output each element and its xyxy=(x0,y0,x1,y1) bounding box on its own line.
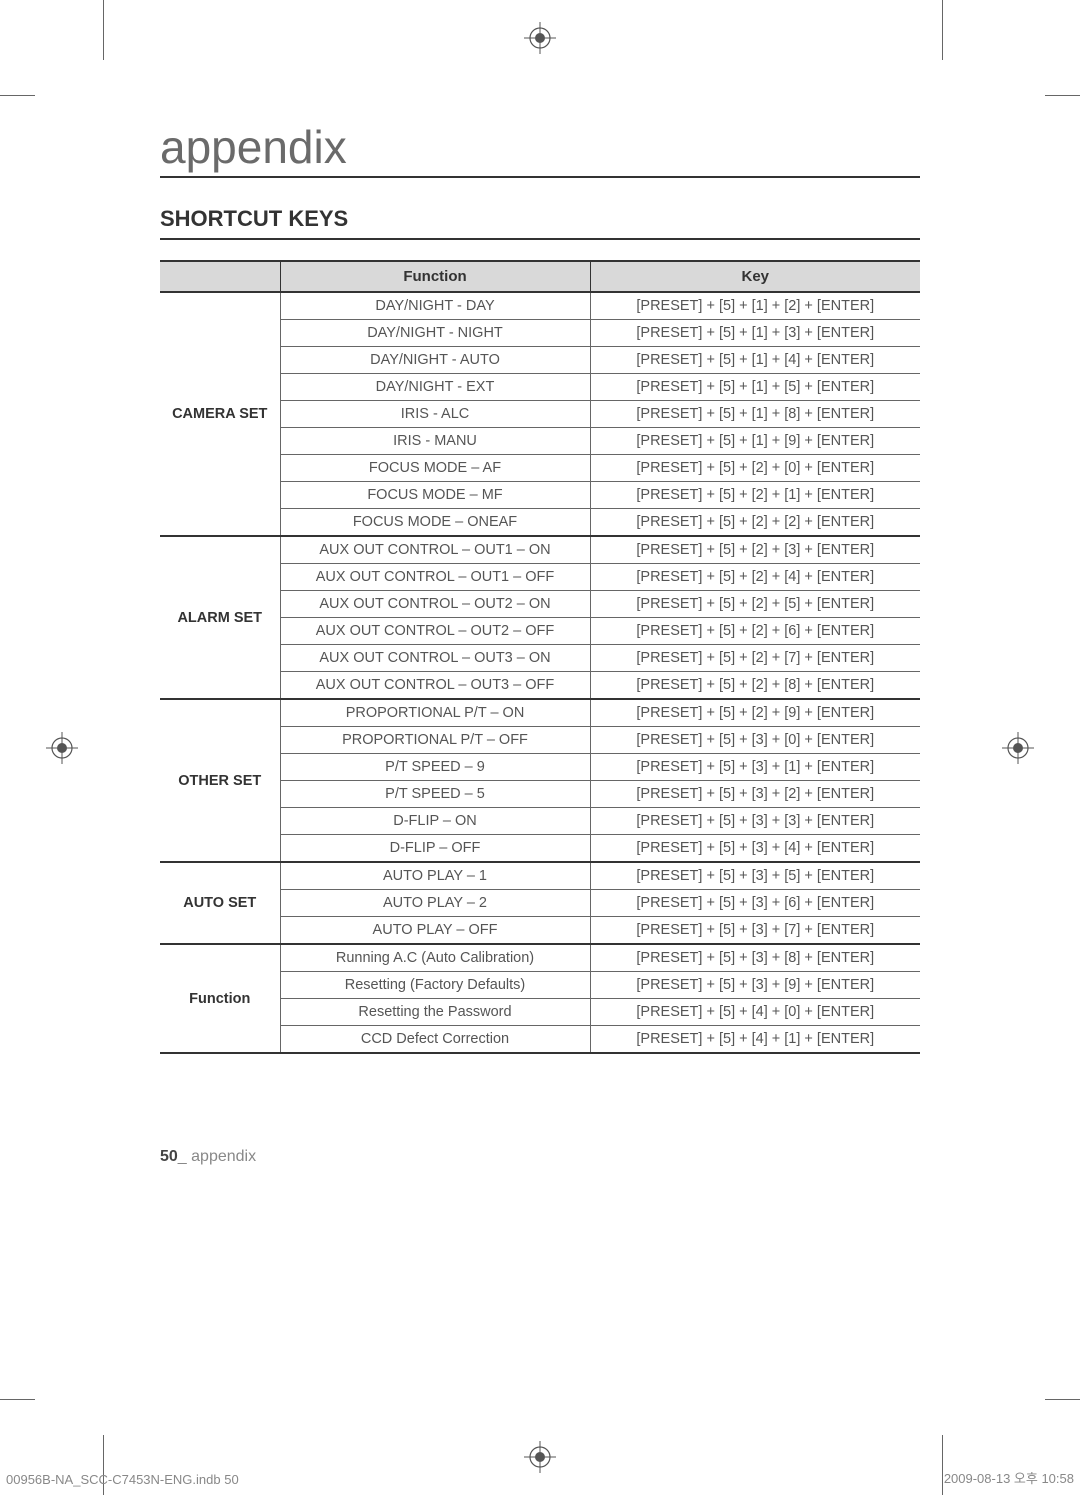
table-category-cell: Function xyxy=(160,944,280,1053)
table-function-cell: AUTO PLAY – 2 xyxy=(280,890,590,917)
crop-mark xyxy=(0,1399,35,1400)
table-key-cell: [PRESET] + [5] + [2] + [2] + [ENTER] xyxy=(590,509,920,537)
table-key-cell: [PRESET] + [5] + [3] + [3] + [ENTER] xyxy=(590,808,920,835)
table-row: FunctionRunning A.C (Auto Calibration)[P… xyxy=(160,944,920,972)
table-group: OTHER SETPROPORTIONAL P/T – ON[PRESET] +… xyxy=(160,699,920,862)
table-function-cell: DAY/NIGHT - EXT xyxy=(280,374,590,401)
table-key-cell: [PRESET] + [5] + [1] + [8] + [ENTER] xyxy=(590,401,920,428)
table-category-cell: OTHER SET xyxy=(160,699,280,862)
table-function-cell: AUTO PLAY – OFF xyxy=(280,917,590,945)
table-key-cell: [PRESET] + [5] + [2] + [1] + [ENTER] xyxy=(590,482,920,509)
file-meta-right: 2009-08-13 오후 10:58 xyxy=(944,1468,1074,1487)
table-function-cell: AUTO PLAY – 1 xyxy=(280,862,590,890)
table-group: CAMERA SETDAY/NIGHT - DAY[PRESET] + [5] … xyxy=(160,292,920,536)
table-header-key: Key xyxy=(590,261,920,292)
table-row: ALARM SETAUX OUT CONTROL – OUT1 – ON[PRE… xyxy=(160,536,920,564)
crop-mark xyxy=(1045,95,1080,96)
registration-mark-icon xyxy=(46,732,78,764)
table-function-cell: PROPORTIONAL P/T – ON xyxy=(280,699,590,727)
table-header-blank xyxy=(160,261,280,292)
table-key-cell: [PRESET] + [5] + [3] + [7] + [ENTER] xyxy=(590,917,920,945)
page-content: appendix SHORTCUT KEYS Function Key CAME… xyxy=(160,120,920,1054)
table-key-cell: [PRESET] + [5] + [2] + [0] + [ENTER] xyxy=(590,455,920,482)
table-header-row: Function Key xyxy=(160,261,920,292)
table-key-cell: [PRESET] + [5] + [2] + [7] + [ENTER] xyxy=(590,645,920,672)
table-key-cell: [PRESET] + [5] + [3] + [1] + [ENTER] xyxy=(590,754,920,781)
table-key-cell: [PRESET] + [5] + [1] + [2] + [ENTER] xyxy=(590,292,920,320)
table-key-cell: [PRESET] + [5] + [4] + [1] + [ENTER] xyxy=(590,1026,920,1054)
registration-mark-icon xyxy=(1002,732,1034,764)
table-group: FunctionRunning A.C (Auto Calibration)[P… xyxy=(160,944,920,1053)
section-title: SHORTCUT KEYS xyxy=(160,206,920,240)
table-key-cell: [PRESET] + [5] + [3] + [6] + [ENTER] xyxy=(590,890,920,917)
table-key-cell: [PRESET] + [5] + [2] + [4] + [ENTER] xyxy=(590,564,920,591)
file-meta-left: 00956B-NA_SCC-C7453N-ENG.indb 50 xyxy=(6,1472,239,1487)
table-function-cell: DAY/NIGHT - NIGHT xyxy=(280,320,590,347)
page-footer: 50_ appendix xyxy=(160,1148,256,1166)
table-key-cell: [PRESET] + [5] + [2] + [9] + [ENTER] xyxy=(590,699,920,727)
table-function-cell: AUX OUT CONTROL – OUT2 – ON xyxy=(280,591,590,618)
table-function-cell: AUX OUT CONTROL – OUT3 – OFF xyxy=(280,672,590,700)
table-function-cell: FOCUS MODE – AF xyxy=(280,455,590,482)
table-key-cell: [PRESET] + [5] + [1] + [5] + [ENTER] xyxy=(590,374,920,401)
crop-mark xyxy=(942,0,943,60)
table-key-cell: [PRESET] + [5] + [2] + [6] + [ENTER] xyxy=(590,618,920,645)
table-function-cell: IRIS - ALC xyxy=(280,401,590,428)
table-key-cell: [PRESET] + [5] + [3] + [5] + [ENTER] xyxy=(590,862,920,890)
table-category-cell: AUTO SET xyxy=(160,862,280,944)
registration-mark-icon xyxy=(524,1441,556,1473)
crop-mark xyxy=(0,95,35,96)
table-row: AUTO SETAUTO PLAY – 1[PRESET] + [5] + [3… xyxy=(160,862,920,890)
table-function-cell: PROPORTIONAL P/T – OFF xyxy=(280,727,590,754)
table-key-cell: [PRESET] + [5] + [3] + [0] + [ENTER] xyxy=(590,727,920,754)
table-function-cell: DAY/NIGHT - AUTO xyxy=(280,347,590,374)
table-function-cell: AUX OUT CONTROL – OUT1 – ON xyxy=(280,536,590,564)
table-key-cell: [PRESET] + [5] + [2] + [8] + [ENTER] xyxy=(590,672,920,700)
registration-mark-icon xyxy=(524,22,556,54)
crop-mark xyxy=(103,0,104,60)
table-function-cell: CCD Defect Correction xyxy=(280,1026,590,1054)
chapter-title: appendix xyxy=(160,120,920,178)
table-function-cell: AUX OUT CONTROL – OUT1 – OFF xyxy=(280,564,590,591)
table-row: CAMERA SETDAY/NIGHT - DAY[PRESET] + [5] … xyxy=(160,292,920,320)
table-function-cell: DAY/NIGHT - DAY xyxy=(280,292,590,320)
table-function-cell: AUX OUT CONTROL – OUT2 – OFF xyxy=(280,618,590,645)
table-function-cell: P/T SPEED – 5 xyxy=(280,781,590,808)
table-function-cell: P/T SPEED – 9 xyxy=(280,754,590,781)
table-function-cell: FOCUS MODE – ONEAF xyxy=(280,509,590,537)
page-number: 50 xyxy=(160,1148,178,1165)
crop-mark xyxy=(1045,1399,1080,1400)
table-group: AUTO SETAUTO PLAY – 1[PRESET] + [5] + [3… xyxy=(160,862,920,944)
table-key-cell: [PRESET] + [5] + [1] + [9] + [ENTER] xyxy=(590,428,920,455)
table-category-cell: CAMERA SET xyxy=(160,292,280,536)
table-function-cell: Running A.C (Auto Calibration) xyxy=(280,944,590,972)
shortcut-keys-table: Function Key CAMERA SETDAY/NIGHT - DAY[P… xyxy=(160,260,920,1054)
table-function-cell: Resetting (Factory Defaults) xyxy=(280,972,590,999)
table-key-cell: [PRESET] + [5] + [3] + [2] + [ENTER] xyxy=(590,781,920,808)
table-category-cell: ALARM SET xyxy=(160,536,280,699)
table-function-cell: D-FLIP – OFF xyxy=(280,835,590,863)
table-key-cell: [PRESET] + [5] + [2] + [5] + [ENTER] xyxy=(590,591,920,618)
table-header-function: Function xyxy=(280,261,590,292)
table-row: OTHER SETPROPORTIONAL P/T – ON[PRESET] +… xyxy=(160,699,920,727)
table-function-cell: FOCUS MODE – MF xyxy=(280,482,590,509)
table-function-cell: D-FLIP – ON xyxy=(280,808,590,835)
table-key-cell: [PRESET] + [5] + [3] + [9] + [ENTER] xyxy=(590,972,920,999)
table-key-cell: [PRESET] + [5] + [3] + [8] + [ENTER] xyxy=(590,944,920,972)
page-label: _ appendix xyxy=(178,1148,256,1165)
table-key-cell: [PRESET] + [5] + [4] + [0] + [ENTER] xyxy=(590,999,920,1026)
table-group: ALARM SETAUX OUT CONTROL – OUT1 – ON[PRE… xyxy=(160,536,920,699)
table-key-cell: [PRESET] + [5] + [2] + [3] + [ENTER] xyxy=(590,536,920,564)
table-function-cell: Resetting the Password xyxy=(280,999,590,1026)
table-key-cell: [PRESET] + [5] + [1] + [4] + [ENTER] xyxy=(590,347,920,374)
table-key-cell: [PRESET] + [5] + [1] + [3] + [ENTER] xyxy=(590,320,920,347)
table-function-cell: AUX OUT CONTROL – OUT3 – ON xyxy=(280,645,590,672)
table-key-cell: [PRESET] + [5] + [3] + [4] + [ENTER] xyxy=(590,835,920,863)
table-function-cell: IRIS - MANU xyxy=(280,428,590,455)
